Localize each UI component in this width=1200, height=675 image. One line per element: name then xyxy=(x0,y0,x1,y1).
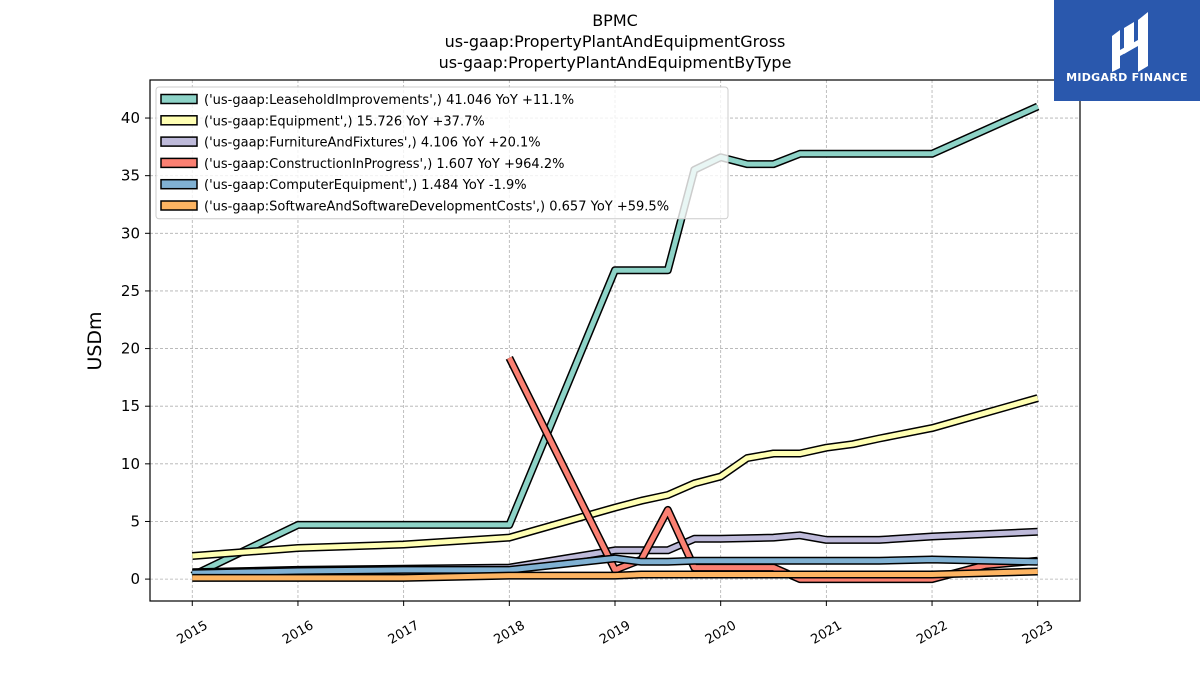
x-tick-label: 2022 xyxy=(914,618,950,648)
y-tick-label: 0 xyxy=(130,570,140,588)
series-outline xyxy=(505,356,1039,584)
y-tick-label: 15 xyxy=(121,397,140,415)
legend: ('us-gaap:LeaseholdImprovements',) 41.04… xyxy=(155,86,729,220)
y-tick-label: 25 xyxy=(121,282,140,300)
x-tick-label: 2018 xyxy=(491,618,527,648)
y-tick-label: 20 xyxy=(121,340,140,358)
legend-entry-label: ('us-gaap:ComputerEquipment',) 1.484 YoY… xyxy=(204,178,527,193)
x-tick-label: 2023 xyxy=(1020,618,1056,648)
y-tick-label: 30 xyxy=(121,224,140,242)
legend-swatch xyxy=(160,157,198,169)
logo-mark-icon xyxy=(1112,12,1148,72)
x-tick-label: 2020 xyxy=(703,618,739,648)
x-tick-label: 2019 xyxy=(597,618,633,648)
chart-title-line-3: us-gaap:PropertyPlantAndEquipmentByType xyxy=(438,53,792,72)
y-tick-label: 5 xyxy=(130,512,140,530)
chart-title-line-2: us-gaap:PropertyPlantAndEquipmentGross xyxy=(444,32,786,51)
legend-entry-label: ('us-gaap:FurnitureAndFixtures',) 4.106 … xyxy=(204,136,541,151)
series-stroke xyxy=(192,555,1038,576)
chart-title: BPMC us-gaap:PropertyPlantAndEquipmentGr… xyxy=(150,10,1080,73)
chart-title-line-1: BPMC xyxy=(592,11,638,30)
y-tick-label: 40 xyxy=(121,109,140,127)
series-line-4 xyxy=(505,356,1039,584)
legend-swatch xyxy=(160,200,198,211)
legend-box xyxy=(155,86,729,220)
series-stroke xyxy=(192,395,1039,559)
y-axis-label: USDm xyxy=(84,311,106,370)
legend-entry-label: ('us-gaap:Equipment',) 15.726 YoY +37.7% xyxy=(204,114,485,129)
x-tick-label: 2021 xyxy=(809,618,845,648)
legend-entry-label: ('us-gaap:LeaseholdImprovements',) 41.04… xyxy=(204,93,574,108)
x-tick-label: 2017 xyxy=(386,618,422,648)
legend-entry-label: ('us-gaap:ConstructionInProgress',) 1.60… xyxy=(204,157,564,172)
y-tick-label: 10 xyxy=(121,455,140,473)
midgard-finance-logo: MIDGARD FINANCE xyxy=(1054,0,1200,101)
legend-swatch xyxy=(160,178,198,190)
x-tick-label: 2016 xyxy=(280,618,316,648)
series-stroke xyxy=(507,356,1038,582)
legend-swatch xyxy=(160,136,198,147)
series-line-6 xyxy=(192,567,1038,582)
series-line-5 xyxy=(192,554,1038,578)
y-tick-label: 35 xyxy=(121,167,140,185)
logo-text: MIDGARD FINANCE xyxy=(1066,71,1188,84)
legend-swatch xyxy=(160,115,198,126)
legend-swatch xyxy=(160,93,198,105)
series-line-2 xyxy=(191,394,1039,560)
legend-entry-label: ('us-gaap:SoftwareAndSoftwareDevelopment… xyxy=(204,200,669,215)
x-tick-label: 2015 xyxy=(174,618,210,648)
series-stroke xyxy=(192,569,1038,581)
